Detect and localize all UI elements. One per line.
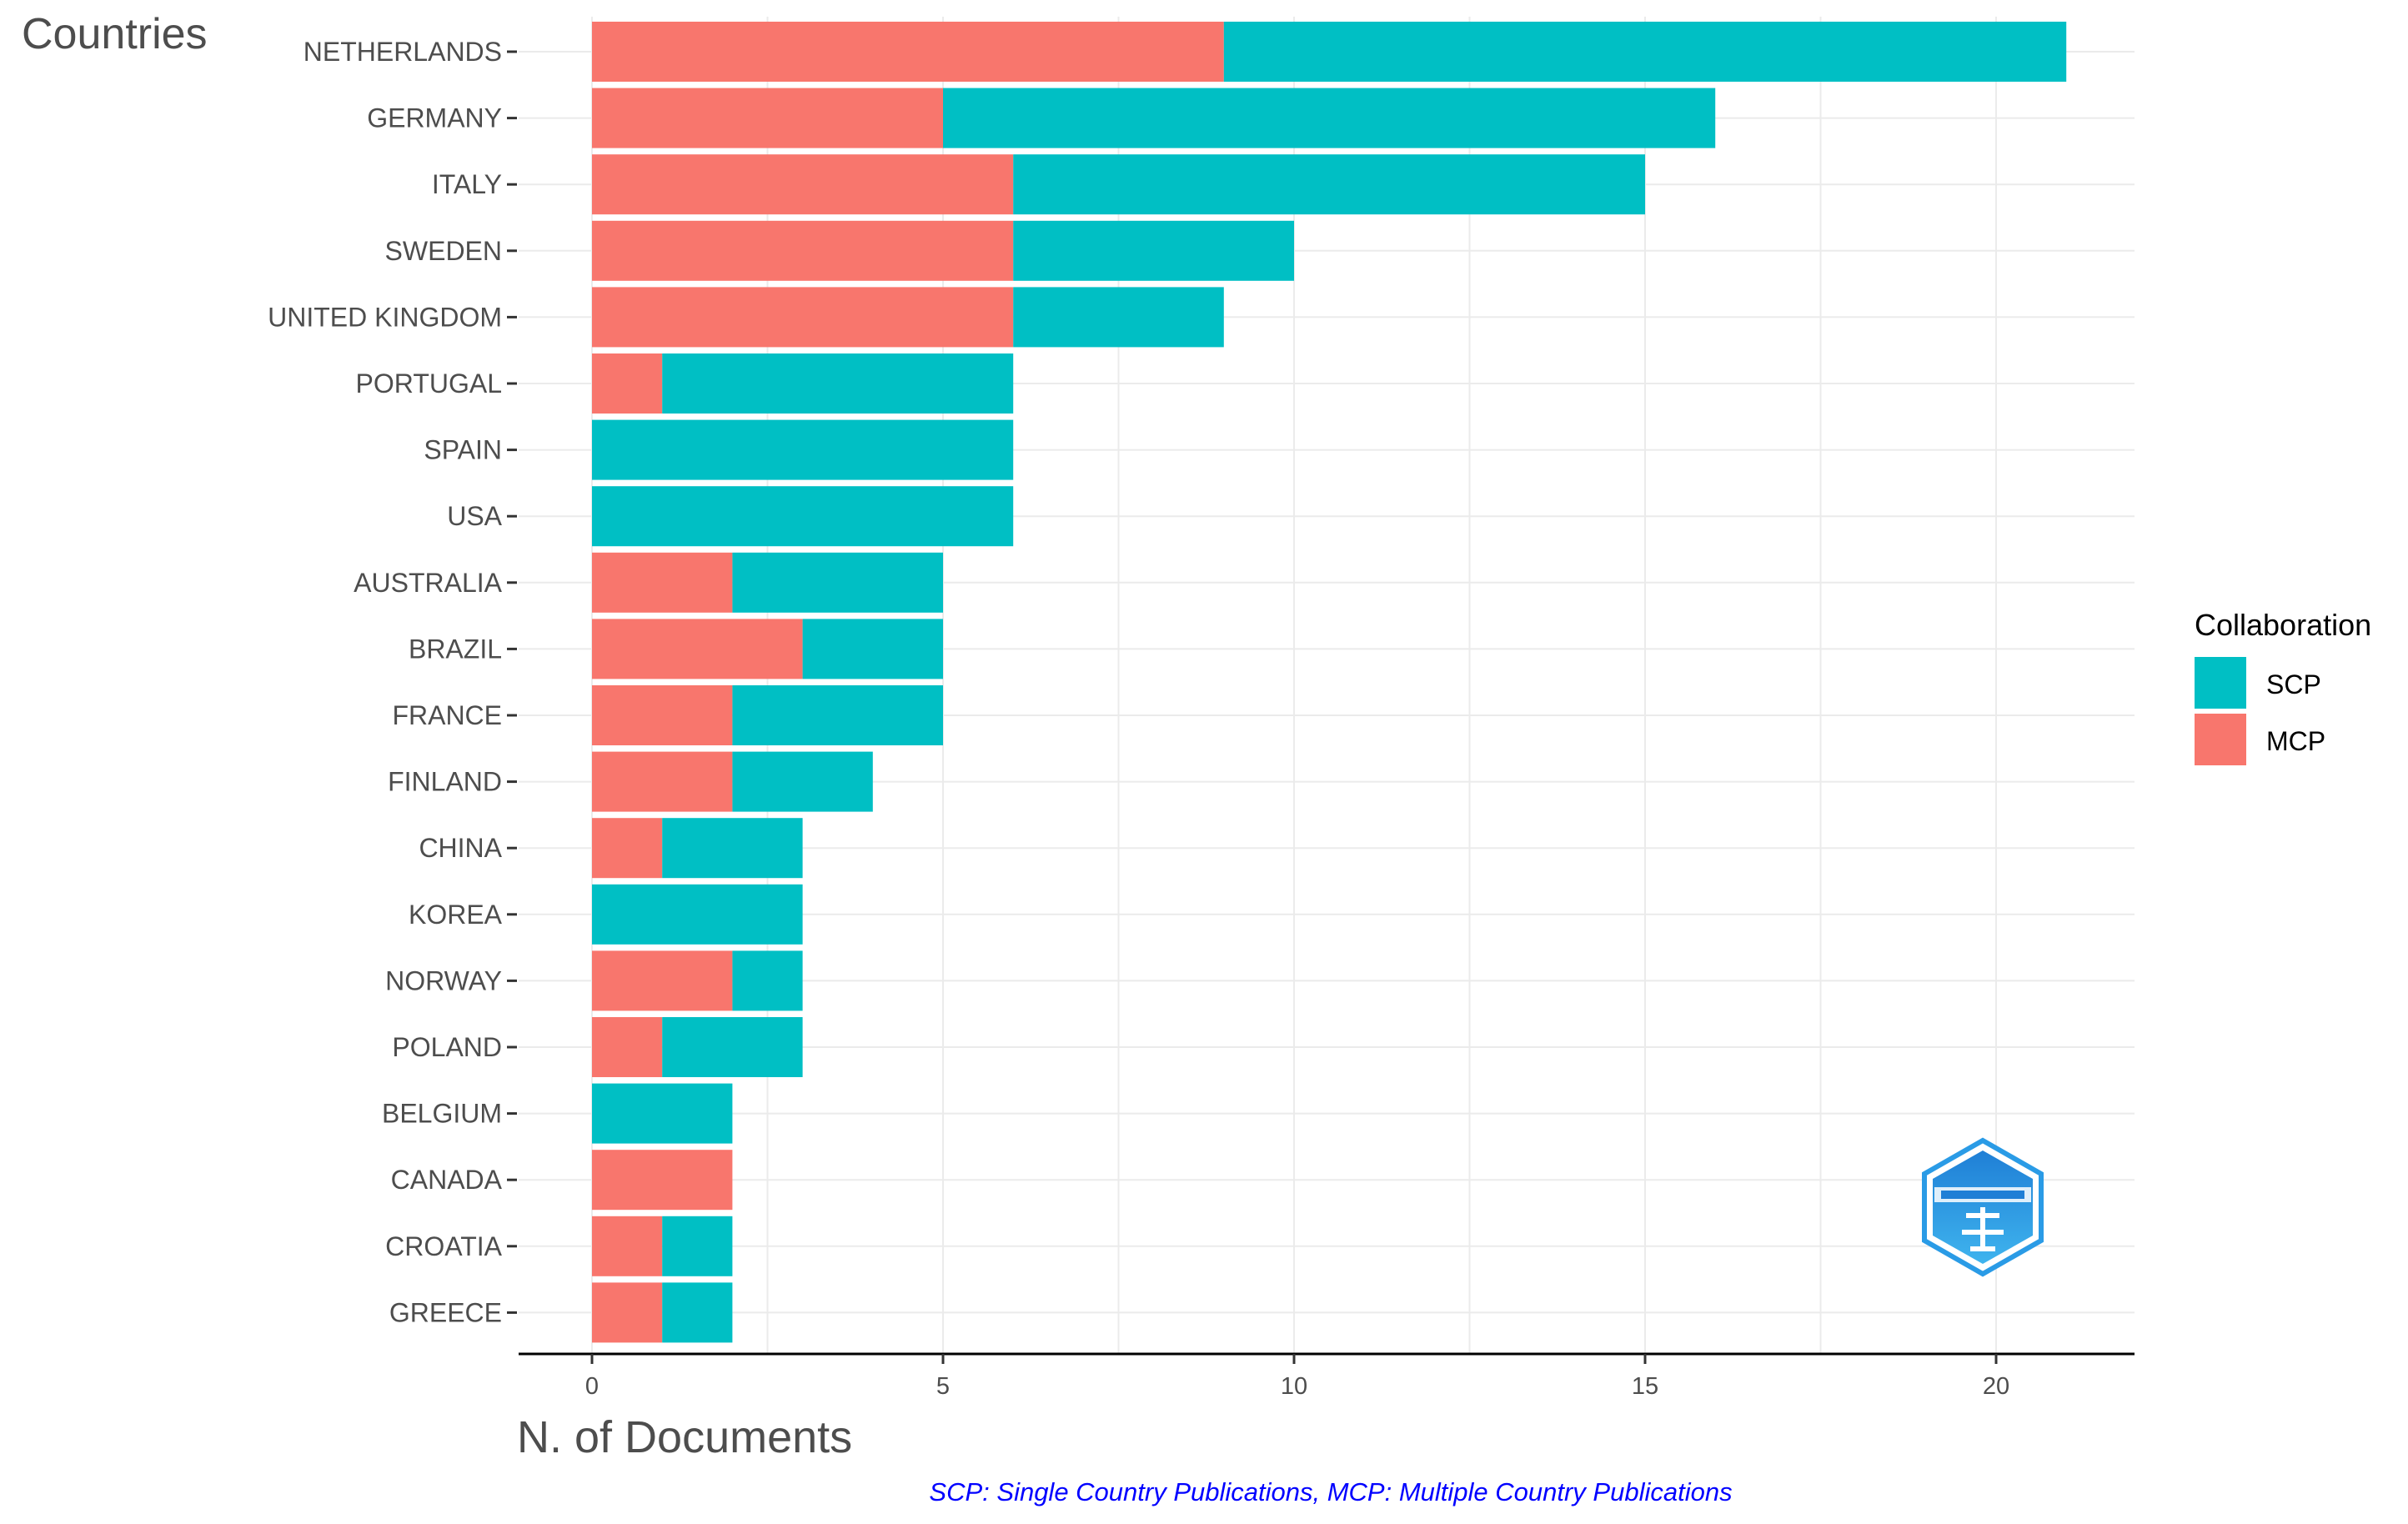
bar-scp-australia	[732, 552, 943, 613]
x-tick-label: 0	[585, 1373, 599, 1400]
bar-scp-germany	[943, 88, 1716, 148]
bar-mcp-norway	[592, 950, 733, 1011]
bar-scp-greece	[662, 1282, 733, 1343]
axis-layer	[519, 1352, 2135, 1356]
y-tick-label: NETHERLANDS	[304, 37, 502, 67]
y-tick-label: UNITED KINGDOM	[268, 302, 502, 332]
y-tick-label: USA	[447, 501, 502, 531]
bar-mcp-portugal	[592, 353, 663, 414]
legend-label-scp: SCP	[2266, 669, 2321, 699]
bar-mcp-croatia	[592, 1216, 663, 1276]
y-tick-label: SPAIN	[424, 435, 502, 465]
bar-mcp-finland	[592, 751, 733, 812]
legend-label-mcp: MCP	[2266, 726, 2325, 756]
bar-mcp-united-kingdom	[592, 287, 1014, 348]
y-tick-label: ITALY	[432, 169, 502, 199]
chart-caption: SCP: Single Country Publications, MCP: M…	[929, 1477, 1732, 1506]
legend: Collaboration SCP MCP	[2195, 608, 2371, 765]
bar-scp-norway	[732, 950, 803, 1011]
bar-mcp-brazil	[592, 619, 803, 679]
legend-swatch-scp	[2195, 657, 2246, 709]
bar-mcp-australia	[592, 552, 733, 613]
y-tick-label: SWEDEN	[385, 236, 502, 266]
x-axis-title: N. of Documents	[517, 1412, 852, 1462]
bar-scp-france	[732, 685, 943, 745]
bar-mcp-poland	[592, 1017, 663, 1077]
bar-mcp-italy	[592, 154, 1014, 215]
legend-title: Collaboration	[2195, 608, 2371, 642]
bar-mcp-germany	[592, 88, 943, 148]
y-tick-label: FRANCE	[392, 700, 502, 730]
y-tick-label: NORWAY	[385, 965, 502, 995]
bar-scp-netherlands	[1223, 22, 2067, 82]
bar-scp-spain	[592, 419, 1014, 480]
y-tick-label: BELGIUM	[382, 1099, 502, 1129]
y-tick-label: GERMANY	[367, 103, 502, 133]
x-tick-label: 10	[1281, 1373, 1307, 1400]
x-tick-label: 20	[1983, 1373, 2009, 1400]
bar-scp-china	[662, 818, 803, 879]
bar-mcp-france	[592, 685, 733, 745]
y-tick-label: CHINA	[419, 833, 502, 863]
y-tick-label: CANADA	[391, 1165, 503, 1195]
y-tick-label: POLAND	[392, 1032, 502, 1062]
bar-mcp-china	[592, 818, 663, 879]
bar-scp-italy	[1013, 154, 1645, 215]
bar-scp-belgium	[592, 1083, 733, 1144]
legend-swatch-mcp	[2195, 714, 2246, 765]
bar-scp-brazil	[802, 619, 943, 679]
bar-mcp-sweden	[592, 220, 1014, 281]
x-tick-layer: 0 5 10 15 20	[585, 1354, 2009, 1400]
legend-entries: SCP MCP	[2195, 657, 2325, 765]
x-tick-label: 15	[1632, 1373, 1658, 1400]
bar-scp-finland	[732, 751, 873, 812]
y-tick-label: PORTUGAL	[356, 368, 502, 399]
bar-mcp-netherlands	[592, 22, 1224, 82]
x-tick-label: 5	[936, 1373, 950, 1400]
y-tick-label: AUSTRALIA	[354, 568, 502, 598]
bibliometrix-logo-icon	[1922, 1137, 2044, 1277]
y-tick-label: BRAZIL	[409, 634, 502, 664]
y-tick-label: FINLAND	[388, 767, 502, 797]
y-axis-title: Countries	[22, 10, 208, 58]
bar-scp-poland	[662, 1017, 803, 1077]
bar-layer	[592, 22, 2067, 1343]
y-tick-label: GREECE	[389, 1297, 502, 1327]
bar-scp-croatia	[662, 1216, 733, 1276]
bar-scp-united-kingdom	[1013, 287, 1224, 348]
bar-mcp-canada	[592, 1150, 733, 1211]
y-tick-label: KOREA	[409, 900, 503, 930]
bar-scp-usa	[592, 486, 1014, 547]
bar-scp-korea	[592, 884, 803, 945]
y-tick-layer: NETHERLANDS GERMANY ITALY SWEDEN UNITED KING…	[268, 37, 517, 1327]
bar-mcp-greece	[592, 1282, 663, 1343]
y-tick-label: CROATIA	[385, 1231, 503, 1261]
bar-scp-portugal	[662, 353, 1014, 414]
bar-scp-sweden	[1013, 220, 1294, 281]
